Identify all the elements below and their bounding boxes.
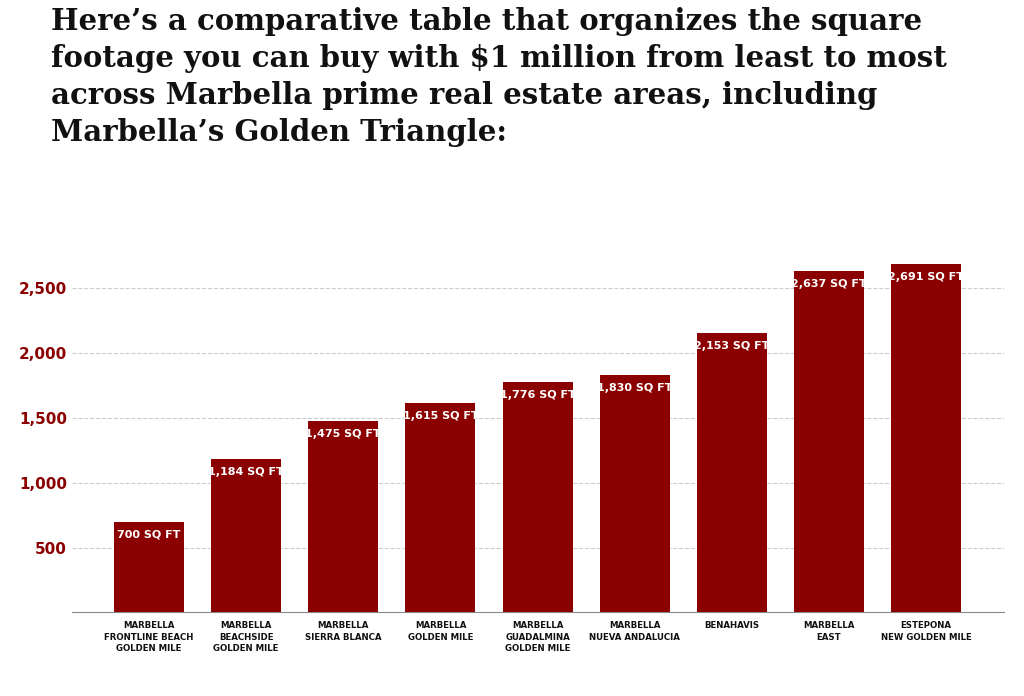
Text: 2,637 SQ FT: 2,637 SQ FT xyxy=(792,278,867,289)
Text: 1,776 SQ FT: 1,776 SQ FT xyxy=(500,390,575,400)
Bar xyxy=(308,421,378,612)
Text: 1,615 SQ FT: 1,615 SQ FT xyxy=(402,411,478,421)
Text: 1,184 SQ FT: 1,184 SQ FT xyxy=(208,467,284,477)
Text: 1,475 SQ FT: 1,475 SQ FT xyxy=(305,429,381,439)
Bar xyxy=(211,459,282,612)
Bar xyxy=(891,264,962,612)
Text: 1,830 SQ FT: 1,830 SQ FT xyxy=(597,383,673,393)
Text: Here’s a comparative table that organizes the square
footage you can buy with $1: Here’s a comparative table that organize… xyxy=(51,7,947,147)
Bar xyxy=(600,375,670,612)
Bar xyxy=(503,382,572,612)
Bar xyxy=(794,271,864,612)
Bar xyxy=(697,333,767,612)
Text: 2,153 SQ FT: 2,153 SQ FT xyxy=(694,341,770,351)
Bar xyxy=(114,522,184,612)
Text: 700 SQ FT: 700 SQ FT xyxy=(118,530,180,539)
Text: 2,691 SQ FT: 2,691 SQ FT xyxy=(888,271,965,281)
Bar xyxy=(406,403,475,612)
